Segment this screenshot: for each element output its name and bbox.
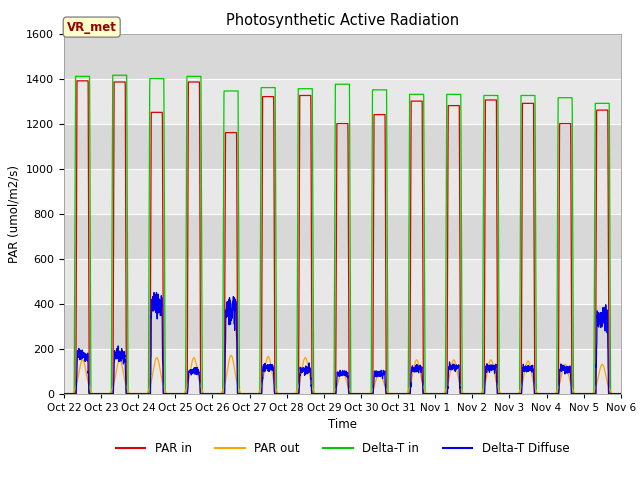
Text: VR_met: VR_met xyxy=(67,21,116,34)
Bar xyxy=(64,348,621,394)
Bar xyxy=(64,214,621,259)
Bar xyxy=(64,79,621,123)
Bar xyxy=(64,168,621,214)
Legend: PAR in, PAR out, Delta-T in, Delta-T Diffuse: PAR in, PAR out, Delta-T in, Delta-T Dif… xyxy=(111,437,574,460)
X-axis label: Time: Time xyxy=(328,418,357,431)
Bar xyxy=(64,123,621,168)
Bar xyxy=(64,259,621,303)
Title: Photosynthetic Active Radiation: Photosynthetic Active Radiation xyxy=(226,13,459,28)
Bar xyxy=(64,303,621,348)
Y-axis label: PAR (umol/m2/s): PAR (umol/m2/s) xyxy=(8,165,20,263)
Bar xyxy=(64,34,621,79)
